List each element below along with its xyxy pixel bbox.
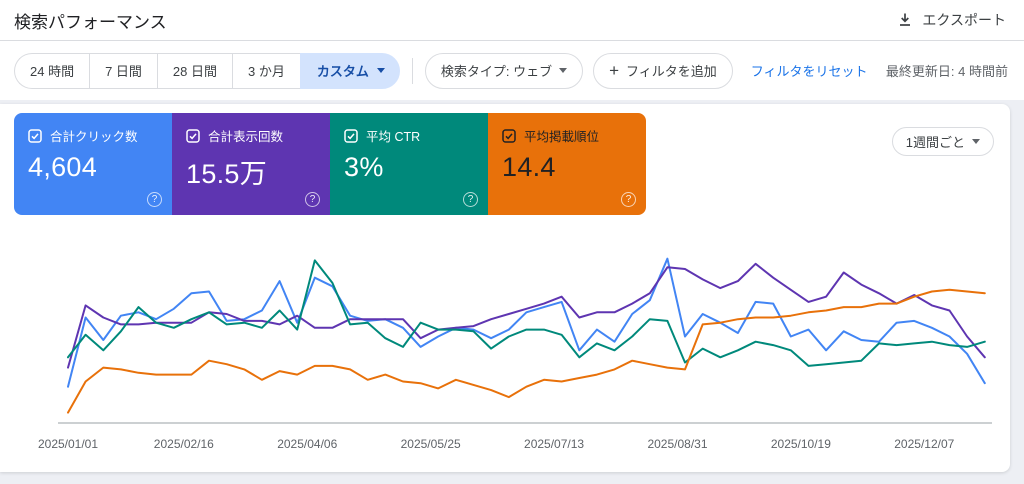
x-axis-label: 2025/10/19	[770, 437, 831, 451]
tab-7d[interactable]: 7 日間	[89, 52, 157, 89]
x-axis-label: 2025/01/01	[37, 437, 99, 451]
plus-icon: +	[609, 61, 620, 80]
tab-custom-label: カスタム	[316, 64, 369, 79]
download-icon	[900, 13, 911, 26]
tab-custom[interactable]: カスタム	[299, 52, 400, 89]
checkbox-checked-icon[interactable]	[502, 128, 516, 143]
metric-card-average-position[interactable]: 平均掲載順位 14.4 ?	[488, 113, 646, 215]
metric-label: 合計クリック数	[50, 130, 138, 144]
last-updated-text: 最終更新日: 4 時間前	[885, 64, 1008, 79]
x-axis-label: 2025/07/13	[524, 437, 585, 451]
metric-label: 合計表示回数	[208, 130, 284, 144]
search-type-label: 検索タイプ: ウェブ	[440, 64, 553, 79]
title-bar: 検索パフォーマンス エクスポート	[0, 0, 1024, 40]
x-axis-label: 2025/04/06	[277, 437, 338, 451]
help-icon[interactable]: ?	[305, 192, 320, 207]
x-axis-label: 2025/05/25	[400, 437, 461, 451]
reset-filters-link[interactable]: フィルタをリセット	[750, 64, 868, 79]
metrics-row: 合計クリック数 4,604 ? 合計表示回数 15.5万 ?	[14, 113, 646, 215]
x-axis-label: 2025/12/07	[894, 437, 955, 451]
chevron-down-icon	[376, 68, 385, 73]
metric-card-average-ctr[interactable]: 平均 CTR 3% ?	[330, 113, 488, 215]
granularity-label: 1週間ごと	[905, 135, 965, 150]
tab-28d[interactable]: 28 日間	[156, 52, 232, 89]
tab-3m[interactable]: 3 か月	[232, 52, 300, 89]
export-button[interactable]: エクスポート	[897, 10, 1006, 30]
date-range-tabs: 24 時間 7 日間 28 日間 3 か月 カスタム	[14, 52, 400, 89]
clicks-series-line	[67, 257, 986, 388]
impressions-series-line	[67, 262, 986, 369]
metric-value: 15.5万	[186, 159, 268, 189]
filter-bar: 24 時間 7 日間 28 日間 3 か月 カスタム 検索タイプ: ウェブ + …	[0, 41, 1024, 100]
chevron-down-icon	[972, 139, 980, 144]
metric-label: 平均掲載順位	[524, 130, 600, 144]
position-series-line	[67, 288, 986, 414]
search-type-dropdown[interactable]: 検索タイプ: ウェブ	[424, 52, 584, 89]
x-axis-label: 2025/08/31	[647, 437, 708, 451]
granularity-dropdown[interactable]: 1週間ごと	[891, 127, 994, 156]
checkbox-checked-icon[interactable]	[344, 128, 358, 143]
metric-label: 平均 CTR	[366, 130, 421, 144]
page-title: 検索パフォーマンス	[14, 12, 167, 32]
vertical-divider	[411, 57, 413, 84]
metric-value: 4,604	[28, 152, 98, 182]
help-icon[interactable]: ?	[147, 192, 162, 207]
metric-card-total-impressions[interactable]: 合計表示回数 15.5万 ?	[172, 113, 330, 215]
x-axis-label: 2025/02/16	[153, 437, 214, 451]
metric-card-total-clicks[interactable]: 合計クリック数 4,604 ?	[14, 113, 172, 215]
chart-svg	[58, 257, 992, 424]
metric-value: 14.4	[502, 152, 556, 182]
help-icon[interactable]: ?	[463, 192, 478, 207]
help-icon[interactable]: ?	[621, 192, 636, 207]
checkbox-checked-icon[interactable]	[28, 128, 42, 143]
add-filter-label: フィルタを追加	[626, 64, 717, 79]
header-divider	[0, 40, 1024, 41]
add-filter-button[interactable]: + フィルタを追加	[593, 52, 733, 89]
x-axis-labels: 2025/01/01 2025/02/16 2025/04/06 2025/05/25…	[0, 437, 1010, 453]
tab-24h[interactable]: 24 時間	[14, 52, 90, 89]
export-label: エクスポート	[922, 12, 1006, 28]
checkbox-checked-icon[interactable]	[186, 128, 200, 143]
content-background: 合計クリック数 4,604 ? 合計表示回数 15.5万 ?	[0, 100, 1024, 484]
performance-chart: 2025/01/01 2025/02/16 2025/04/06 2025/05/25…	[0, 240, 1010, 465]
ctr-series-line	[67, 259, 986, 367]
performance-card: 合計クリック数 4,604 ? 合計表示回数 15.5万 ?	[0, 104, 1010, 472]
chevron-down-icon	[559, 68, 568, 73]
metric-value: 3%	[344, 152, 384, 182]
